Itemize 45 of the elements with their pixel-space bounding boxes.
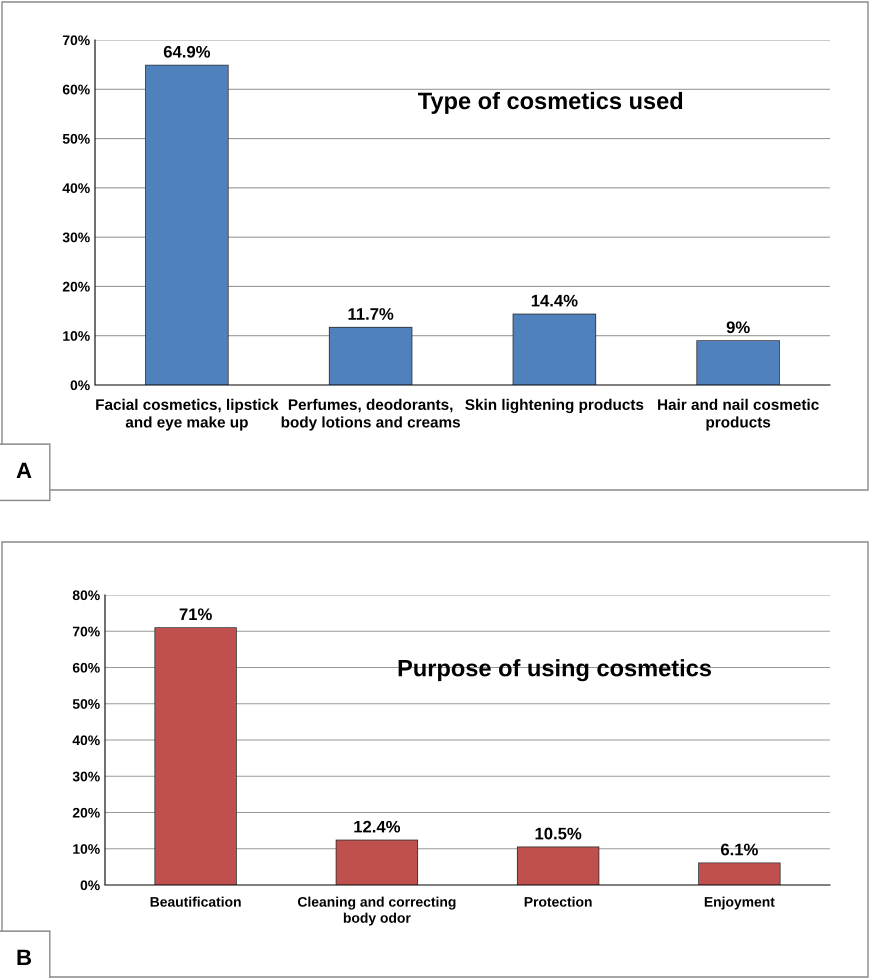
y-tick-label: 40%: [62, 183, 90, 194]
bar: [698, 862, 781, 885]
y-tick-label: 20%: [72, 808, 100, 818]
text: A: [16, 462, 32, 478]
x-tick-label: Facial cosmetics, lipstick and eye make up: [96, 398, 279, 431]
y-tick-label: 60%: [72, 662, 100, 673]
y-tick-label: 80%: [72, 590, 100, 600]
x-tick-label: Beautification: [150, 896, 241, 907]
y-tick-label: 30%: [72, 772, 100, 782]
data-label: 11.7%: [348, 308, 394, 320]
y-tick-label: 10%: [73, 844, 100, 854]
y-tick-label: 60%: [62, 84, 90, 94]
data-label: 9%: [726, 321, 750, 334]
y-tick-label: 10%: [63, 331, 90, 341]
x-tick-label: Skin lightening products: [465, 398, 644, 414]
bar: [154, 627, 237, 885]
bar: [696, 340, 780, 385]
data-label: 64.9%: [164, 46, 210, 58]
y-tick-label: 30%: [62, 232, 90, 242]
x-tick-label: Perfumes, deodorants, body lotions and creams: [282, 398, 460, 431]
text: Purpose of using cosmetics: [398, 659, 711, 682]
x-tick-label: Cleaning and correcting body odor: [298, 896, 456, 926]
x-tick-label: Protection: [524, 896, 592, 907]
x-tick-label: Enjoyment: [704, 896, 775, 910]
data-label: 14.4%: [532, 294, 578, 307]
bar: [145, 64, 229, 385]
y-tick-label: 50%: [72, 699, 100, 709]
data-label: 71%: [180, 608, 212, 620]
text: B: [17, 950, 32, 965]
text: Type of cosmetics used: [418, 92, 682, 114]
bar: [328, 326, 412, 385]
y-tick-label: 70%: [72, 626, 100, 636]
bar: [516, 846, 600, 885]
y-tick-label: 50%: [62, 134, 90, 144]
bar: [512, 314, 596, 385]
y-tick-label: 70%: [62, 35, 90, 46]
y-tick-label: 0%: [80, 880, 100, 890]
y-tick-label: 20%: [62, 282, 90, 292]
data-label: 10.5%: [536, 828, 582, 840]
y-tick-label: 40%: [72, 735, 100, 746]
x-tick-label: Hair and nail cosmetic products: [658, 398, 819, 431]
bar: [336, 840, 418, 885]
y-tick-label: 0%: [70, 380, 90, 390]
data-label: 12.4%: [354, 820, 400, 833]
data-label: 6.1%: [720, 844, 758, 856]
